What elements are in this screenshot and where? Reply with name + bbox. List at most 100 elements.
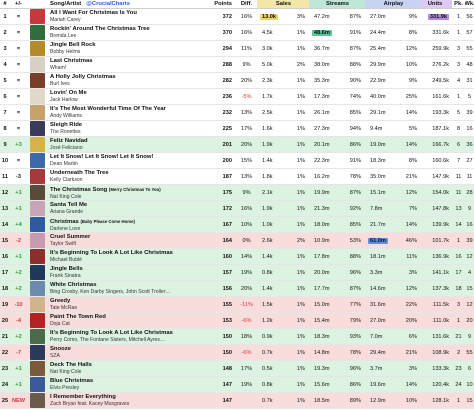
song-title: Sleigh Ride bbox=[50, 122, 82, 129]
units-value: 331.6k bbox=[432, 29, 449, 36]
rank-cell: 15 bbox=[1, 237, 9, 244]
table-row[interactable]: 7 = It's The Most Wonderful Time Of The Ye… bbox=[0, 105, 474, 121]
rank-cell: 5 bbox=[3, 77, 7, 84]
table-row[interactable]: 11 -3 Underneath The Tree Kelly Clarkson 187… bbox=[0, 169, 474, 185]
airplay-cell: 3.7m 3% bbox=[365, 361, 421, 376]
table-row[interactable]: 24 +1 Blue Christmas Elvis Presley 147 19% 0.8… bbox=[0, 377, 474, 393]
diff-cell: -5% bbox=[241, 93, 252, 100]
table-row[interactable]: 4 = Last Christmas Wham! 288 9% 5.0k 2% 38.0m 88%… bbox=[0, 57, 474, 73]
album-art-cell bbox=[27, 57, 48, 72]
artist-name: SZA bbox=[50, 353, 60, 359]
weeks-cell: 5 bbox=[467, 93, 472, 100]
artist-name: Nat King Cole bbox=[50, 369, 82, 375]
table-row[interactable]: 13 +1 Santa Tell Me Ariana Grande 172 16% 1.9k… bbox=[0, 201, 474, 217]
table-row[interactable]: 18 +2 White Christmas Bing Crosby, Ken Darb… bbox=[0, 281, 474, 297]
song-title: Cruel Summer bbox=[50, 234, 90, 241]
streams-cell: 35.3m 90% bbox=[309, 73, 365, 88]
song-artist-cell: Paint The Town Red Doja Cat bbox=[48, 313, 210, 328]
table-row[interactable]: 19 -10 Greedy Tate McRae 155 -11% 1.5k 1% 15.0m 7… bbox=[0, 297, 474, 313]
sales-value: 0.7k bbox=[262, 397, 273, 404]
song-artist-cell: It's Beginning To Look A Lot Like Christ… bbox=[48, 249, 210, 264]
table-row[interactable]: 21 +2 It's Beginning To Look A Lot Like Ch… bbox=[0, 329, 474, 345]
table-row[interactable]: 16 +1 It's Beginning To Look A Lot Like Ch… bbox=[0, 249, 474, 265]
sales-percent: 2% bbox=[296, 61, 305, 68]
points-cell: 160 bbox=[222, 253, 232, 260]
airplay-percent: 7% bbox=[408, 205, 417, 212]
album-art-cell bbox=[27, 393, 48, 408]
artist-name: Andy Williams bbox=[50, 113, 82, 119]
album-art bbox=[30, 377, 45, 392]
table-row[interactable]: 20 -4 Paint The Town Red Doja Cat 153 -6% 1.2k… bbox=[0, 313, 474, 329]
sales-percent: 1% bbox=[296, 301, 305, 308]
table-row[interactable]: 1 = All I Want For Christmas Is You Mariah … bbox=[0, 9, 474, 25]
rank-cell: 18 bbox=[1, 285, 9, 292]
streams-value: 18.3m bbox=[314, 333, 330, 340]
streams-cell: 36.7m 87% bbox=[309, 41, 365, 56]
weeks-cell: 15 bbox=[466, 397, 473, 404]
streams-value: 47.2m bbox=[314, 13, 330, 20]
change-cell: = bbox=[16, 125, 21, 132]
song-title-text: Feliz Navidad bbox=[50, 138, 88, 144]
streams-percent: 87% bbox=[349, 285, 361, 292]
table-row[interactable]: 6 = Lovin' On Me Jack Harlow 236 -5% 1.7k 1% 17.… bbox=[0, 89, 474, 105]
song-title-text: All I Want For Christmas Is You bbox=[50, 10, 137, 16]
table-row[interactable]: 17 +2 Jingle Bells Frank Sinatra 157 19% 0.8k 1… bbox=[0, 265, 474, 281]
song-title: Santa Tell Me bbox=[50, 202, 87, 209]
sales-percent: 1% bbox=[296, 285, 305, 292]
points-cell: 236 bbox=[222, 93, 232, 100]
table-row[interactable]: 22 -7 Snooze SZA 150 -6% 0.7k 1% 14.8m 78% 29.4m 21… bbox=[0, 345, 474, 361]
airplay-percent: 9% bbox=[408, 77, 417, 84]
sales-percent: 1% bbox=[296, 253, 305, 260]
table-row[interactable]: 3 = Jingle Bell Rock Bobby Helms 294 11% 3.0k 1… bbox=[0, 41, 474, 57]
units-value: 147.9k bbox=[432, 173, 449, 180]
streams-percent: 96% bbox=[349, 269, 361, 276]
table-row[interactable]: 2 = Rockin' Around The Christmas Tree Brend… bbox=[0, 25, 474, 41]
units-value: 187.1k bbox=[432, 125, 449, 132]
streams-value: 18.5m bbox=[314, 397, 330, 404]
song-title: Deck The Halls bbox=[50, 362, 92, 369]
rank-cell: 16 bbox=[1, 253, 9, 260]
weeks-cell: 39 bbox=[466, 237, 473, 244]
table-row[interactable]: 5 = A Holly Jolly Christmas Burl Ives 282 20%… bbox=[0, 73, 474, 89]
artist-name: Burl Ives bbox=[50, 81, 70, 87]
change-cell: -2 bbox=[16, 237, 21, 244]
album-art-cell bbox=[27, 105, 48, 120]
airplay-value: 14.6m bbox=[370, 285, 386, 292]
rank-cell: 10 bbox=[1, 157, 9, 164]
airplay-value: 9.4m bbox=[370, 125, 383, 132]
table-row[interactable]: 15 -2 Cruel Summer Taylor Swift 164 0% 2.6k 2% 1… bbox=[0, 233, 474, 249]
weeks-cell: 4 bbox=[467, 269, 472, 276]
units-value: 193.3k bbox=[432, 109, 449, 116]
table-row[interactable]: 14 +4 Christmas (Baby Please Come Home) Dar… bbox=[0, 217, 474, 233]
table-row[interactable]: 9 +3 Feliz Navidad José Feliciano 201 20% 1.9k… bbox=[0, 137, 474, 153]
airplay-value: 31.6m bbox=[370, 301, 386, 308]
airplay-cell: 18.3m 8% bbox=[365, 153, 421, 168]
table-row[interactable]: 25 NEW I Remember Everything Zach Bryan fea… bbox=[0, 393, 474, 409]
table-row[interactable]: 23 +1 Deck The Halls Nat King Cole 148 17% 0.5… bbox=[0, 361, 474, 377]
song-title: It's The Most Wonderful Time Of The Year bbox=[50, 106, 166, 113]
header-handle[interactable]: @CrucialCharts bbox=[86, 0, 130, 7]
table-row[interactable]: 10 = Let It Snow! Let It Snow! Let It Snow… bbox=[0, 153, 474, 169]
streams-cell: 15.0m 77% bbox=[309, 297, 365, 312]
sales-percent: 1% bbox=[296, 221, 305, 228]
header-streams: Streams bbox=[309, 0, 365, 8]
airplay-percent: 11% bbox=[406, 253, 417, 260]
change-cell: -3 bbox=[16, 173, 21, 180]
diff-cell bbox=[236, 393, 257, 408]
song-artist-cell: Greedy Tate McRae bbox=[48, 297, 210, 312]
points-cell: 157 bbox=[222, 269, 232, 276]
units-cell: 187.1k bbox=[421, 121, 452, 136]
sales-cell: 5.0k 2% bbox=[257, 57, 309, 72]
airplay-cell: 19.0m 14% bbox=[365, 137, 421, 152]
airplay-value: 29.4m bbox=[370, 349, 386, 356]
song-title: I Remember Everything bbox=[50, 394, 116, 401]
sales-percent: 1% bbox=[296, 189, 305, 196]
table-row[interactable]: 8 = Sleigh Ride The Ronettes 225 17% 1.6k 1% 27.… bbox=[0, 121, 474, 137]
song-title-text: Santa Tell Me bbox=[50, 202, 88, 208]
song-title: Let It Snow! Let It Snow! Let It Snow! bbox=[50, 154, 153, 161]
song-title-text: Deck The Halls bbox=[50, 362, 92, 368]
table-row[interactable]: 12 +1 The Christmas Song (Merry Christmas … bbox=[0, 185, 474, 201]
units-cell: 111.5k bbox=[421, 297, 452, 312]
diff-cell: 16% bbox=[240, 29, 253, 36]
artist-name: Jack Harlow bbox=[50, 97, 78, 103]
